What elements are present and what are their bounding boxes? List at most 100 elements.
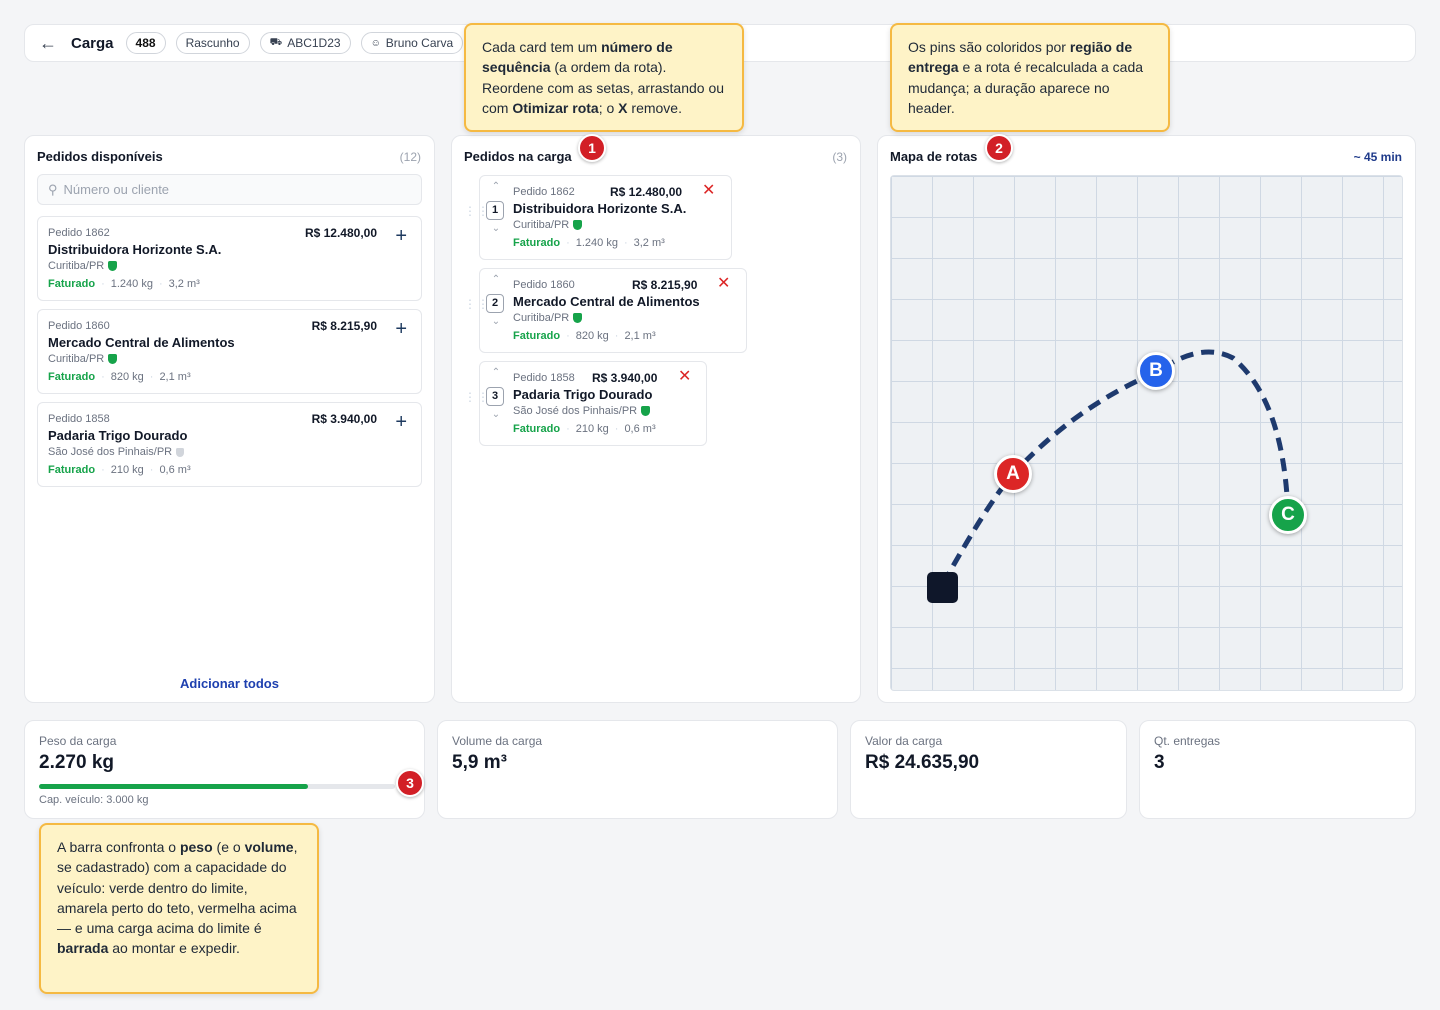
load-order-card[interactable]: ⋮⋮ ⌃ 3 ⌄ Pedido 1858 Padaria Trigo Doura… <box>464 361 707 446</box>
order-city: Curitiba/PR <box>48 353 118 365</box>
order-city: São José dos Pinhais/PR <box>513 405 651 417</box>
order-weight: 820 kg <box>575 330 609 342</box>
route-duration: ~ 45 min <box>1353 150 1402 164</box>
order-value: R$ 12.480,00 <box>304 226 377 240</box>
order-status: Faturado <box>513 237 561 249</box>
order-volume: 3,2 m³ <box>168 278 200 290</box>
order-weight: 1.240 kg <box>575 237 618 249</box>
order-client: Mercado Central de Alimentos <box>48 335 235 350</box>
search-input[interactable]: ⚲ Número ou cliente <box>37 174 422 205</box>
vehicle-capacity: Cap. veículo: 3.000 kg <box>39 794 149 806</box>
callout-bold: região de entrega <box>908 39 1133 76</box>
order-value: R$ 3.940,00 <box>592 371 658 385</box>
callout-text: ao montar e expedir. <box>108 940 240 957</box>
move-down-icon[interactable]: ⌄ <box>491 223 501 234</box>
order-city: Curitiba/PR <box>513 219 583 231</box>
route-map-panel: Mapa de rotas ~ 45 min A B C <box>877 135 1416 703</box>
drag-handle-icon[interactable]: ⋮⋮ <box>464 297 490 311</box>
add-order-button[interactable]: + <box>395 411 407 433</box>
order-number: Pedido 1860 <box>48 320 110 332</box>
pin-a[interactable]: A <box>994 455 1032 493</box>
order-city: São José dos Pinhais/PR <box>48 446 185 458</box>
callout-text: remove. <box>627 99 682 116</box>
order-meta: Faturado · 1.240 kg · 3,2 m³ <box>513 237 665 249</box>
user-icon: ☺ <box>370 37 381 49</box>
depot-marker[interactable] <box>927 572 958 603</box>
callout-bold: número de sequência <box>482 39 673 76</box>
order-value: R$ 8.215,90 <box>311 319 377 333</box>
order-status: Faturado <box>48 278 96 290</box>
vehicle-badge: ⛟ ABC1D23 <box>259 32 351 54</box>
stat-label: Qt. entregas <box>1154 734 1221 748</box>
move-up-icon[interactable]: ⌃ <box>491 367 501 378</box>
pin-c[interactable]: C <box>1269 496 1307 534</box>
callout-sequence: Cada card tem um número de sequência (a … <box>464 23 744 132</box>
remove-order-icon[interactable]: ✕ <box>702 182 716 199</box>
region-pin-icon <box>176 447 185 457</box>
search-placeholder: Número ou cliente <box>63 182 170 197</box>
add-order-button[interactable]: + <box>395 225 407 247</box>
order-weight: 210 kg <box>110 464 144 476</box>
drag-handle-icon[interactable]: ⋮⋮ <box>464 204 490 218</box>
callout-text: (a ordem da rota). Reordene com as setas… <box>482 59 725 116</box>
move-up-icon[interactable]: ⌃ <box>491 274 501 285</box>
order-client: Distribuidora Horizonte S.A. <box>513 201 687 216</box>
callout-text: ; o <box>598 99 619 116</box>
load-order-card[interactable]: ⋮⋮ ⌃ 1 ⌄ Pedido 1862 Distribuidora Horiz… <box>464 175 732 260</box>
order-client: Padaria Trigo Dourado <box>48 428 188 443</box>
route-map[interactable]: A B C <box>890 175 1403 691</box>
available-order-card[interactable]: Pedido 1862 Distribuidora Horizonte S.A.… <box>37 216 422 301</box>
order-value: R$ 8.215,90 <box>632 278 698 292</box>
available-order-card[interactable]: Pedido 1858 Padaria Trigo Dourado São Jo… <box>37 402 422 487</box>
order-meta: Faturado · 1.240 kg · 3,2 m³ <box>48 278 200 290</box>
callout-bold: volume <box>244 839 294 855</box>
order-weight: 820 kg <box>110 371 144 383</box>
order-volume: 0,6 m³ <box>624 423 656 435</box>
city-label: São José dos Pinhais/PR <box>48 446 173 458</box>
add-all-button[interactable]: Adicionar todos <box>180 676 279 691</box>
region-pin-icon <box>641 406 651 416</box>
callout-text: e a rota é recalculada a cada mudança; a… <box>908 59 1144 116</box>
stat-value: 5,9 m³ <box>452 752 507 773</box>
order-client: Padaria Trigo Dourado <box>513 387 653 402</box>
remove-order-icon[interactable]: ✕ <box>678 368 692 385</box>
callout-text: Cada card tem um <box>482 39 602 55</box>
capacity-bar <box>39 784 395 789</box>
panel-count: (12) <box>399 150 421 164</box>
available-order-card[interactable]: Pedido 1860 Mercado Central de Alimentos… <box>37 309 422 394</box>
order-weight: 1.240 kg <box>110 278 153 290</box>
order-volume: 3,2 m³ <box>633 237 665 249</box>
move-down-icon[interactable]: ⌄ <box>491 316 501 327</box>
callout-text: Os pins são coloridos por <box>908 39 1070 55</box>
order-status: Faturado <box>48 371 96 383</box>
add-order-button[interactable]: + <box>395 318 407 340</box>
region-pin-icon <box>108 261 118 271</box>
stat-value: 2.270 kg <box>39 752 114 773</box>
order-client: Distribuidora Horizonte S.A. <box>48 242 222 257</box>
city-label: Curitiba/PR <box>48 353 105 365</box>
load-order-card[interactable]: ⋮⋮ ⌃ 2 ⌄ Pedido 1860 Mercado Central de … <box>464 268 747 353</box>
available-orders-panel: Pedidos disponíveis (12) ⚲ Número ou cli… <box>24 135 435 703</box>
order-weight: 210 kg <box>575 423 609 435</box>
pin-b[interactable]: B <box>1137 352 1175 390</box>
callout-bold: X <box>618 99 628 116</box>
move-up-icon[interactable]: ⌃ <box>491 181 501 192</box>
callout-bold: Otimizar rota <box>512 99 599 116</box>
page-title: Carga <box>71 34 114 52</box>
move-down-icon[interactable]: ⌄ <box>491 409 501 420</box>
callout-bold: barrada <box>57 940 109 957</box>
remove-order-icon[interactable]: ✕ <box>717 275 731 292</box>
sequence-number: 1 <box>486 201 504 220</box>
back-arrow-icon[interactable]: ← <box>39 32 57 53</box>
volume-stat-card: Volume da carga 5,9 m³ <box>437 720 838 819</box>
region-pin-icon <box>108 354 118 364</box>
stat-label: Volume da carga <box>452 734 543 748</box>
order-meta: Faturado · 820 kg · 2,1 m³ <box>513 330 656 342</box>
panel-title: Mapa de rotas <box>890 149 978 164</box>
sequence-number: 3 <box>486 387 504 406</box>
drag-handle-icon[interactable]: ⋮⋮ <box>464 390 490 404</box>
order-meta: Faturado · 210 kg · 0,6 m³ <box>48 464 191 476</box>
order-volume: 2,1 m³ <box>159 371 191 383</box>
order-value: R$ 3.940,00 <box>311 412 377 426</box>
panel-title: Pedidos na carga <box>464 149 572 164</box>
